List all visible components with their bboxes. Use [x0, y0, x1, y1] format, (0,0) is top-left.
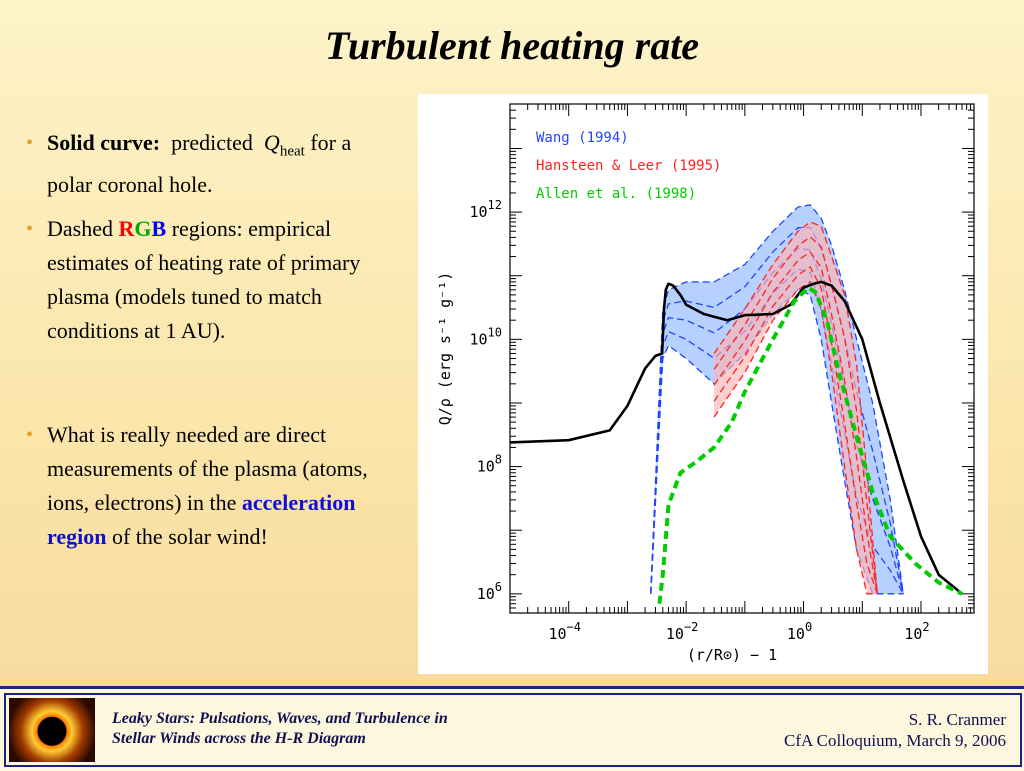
series-line-0	[510, 280, 963, 595]
bullet-list: • Solid curve: predicted Qheat for a pol…	[26, 126, 394, 564]
plot-area	[510, 204, 963, 604]
y-tick-label: 108	[477, 453, 502, 476]
band-model-line-0-4	[650, 204, 904, 594]
bullet-solid-curve: • Solid curve: predicted Qheat for a pol…	[26, 126, 394, 202]
bullet-text-rest: of the solar wind!	[106, 524, 268, 550]
x-tick-label: 10−4	[548, 620, 581, 643]
x-tick-label: 102	[904, 620, 929, 643]
band-model-line-1-4	[713, 221, 878, 594]
speaker-info: S. R. Cranmer CfA Colloquium, March 9, 2…	[784, 709, 1006, 751]
venue-date: CfA Colloquium, March 9, 2006	[784, 731, 1006, 750]
bullet-dashed-regions: • Dashed RGB regions: empirical estimate…	[26, 212, 394, 348]
bullet-icon: •	[26, 218, 34, 241]
bullet-text: Dashed	[47, 216, 119, 242]
x-tick-label: 10−2	[666, 620, 699, 643]
letter-b: B	[151, 216, 167, 242]
bullet-icon: •	[26, 424, 34, 447]
legend-entry: Wang (1994)	[536, 130, 629, 146]
solar-eclipse-image	[9, 698, 95, 762]
y-tick-label: 1012	[469, 198, 502, 221]
band-model-line-1-2	[713, 250, 878, 594]
bullet-bold-label: Solid curve:	[47, 130, 161, 155]
y-tick-label: 1010	[469, 325, 502, 348]
bullet-icon: •	[26, 132, 34, 154]
footer-bar: Leaky Stars: Pulsations, Waves, and Turb…	[0, 686, 1024, 771]
legend-entry: Allen et al. (1998)	[536, 186, 696, 202]
heating-rate-plot: 10−4 10−2 100 102 106 108 1010 1012 (r/R⊙) − 1 Q/…	[418, 94, 988, 674]
slide-title: Turbulent heating rate	[324, 23, 700, 68]
bullet-really-needed: • What is really needed are direct measu…	[26, 418, 394, 554]
highlight-text: acceleration region	[47, 490, 356, 550]
legend-entry: Hansteen & Leer (1995)	[536, 158, 721, 174]
x-tick-label: 100	[787, 620, 812, 643]
talk-title-line2: Stellar Winds across the H-R Diagram	[112, 730, 366, 747]
band-model-line-0-3	[650, 226, 904, 594]
talk-title-line1: Leaky Stars: Pulsations, Waves, and Turb…	[112, 710, 448, 727]
chart-svg: 10−4 10−2 100 102 106 108 1010 1012 (r/R⊙) − 1 Q/…	[436, 103, 975, 664]
band-model-line-1-0	[713, 280, 878, 595]
bullet-text-rest: for a polar coronal hole.	[47, 130, 352, 198]
q-symbol: Q	[263, 130, 280, 155]
x-axis-label: (r/R⊙) − 1	[687, 646, 777, 664]
footer-frame: Leaky Stars: Pulsations, Waves, and Turb…	[4, 693, 1022, 767]
bullet-text-rest: regions: empirical estimates of heating …	[47, 216, 361, 344]
bullet-text: What is really needed are direct measure…	[47, 422, 368, 516]
q-subscript: heat	[279, 143, 305, 160]
letter-r: R	[118, 216, 135, 242]
bullet-text: predicted	[171, 130, 253, 155]
series-line-1	[657, 285, 963, 604]
y-tick-label: 106	[477, 580, 502, 603]
y-axis-label: Q/ρ (erg s⁻¹ g⁻¹)	[436, 272, 454, 426]
letter-g: G	[134, 216, 152, 242]
talk-title: Leaky Stars: Pulsations, Waves, and Turb…	[112, 709, 448, 749]
speaker-name: S. R. Cranmer	[908, 710, 1006, 729]
band-model-line-1-1	[713, 265, 878, 595]
